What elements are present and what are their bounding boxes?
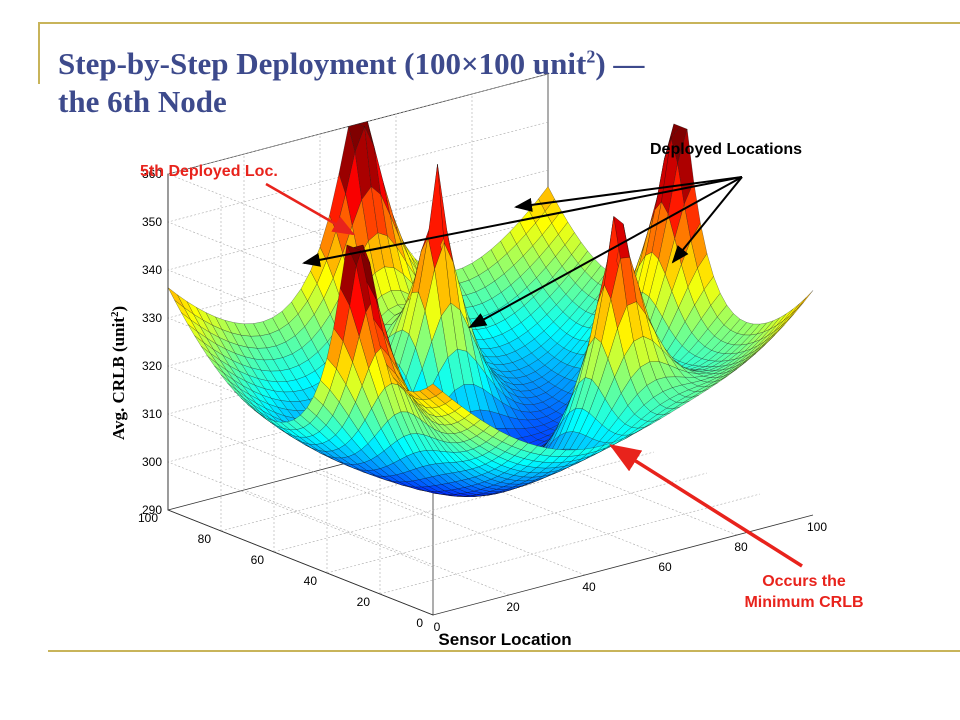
minimum-label-line1: Occurs the xyxy=(762,573,846,590)
z-tick-label: 300 xyxy=(142,455,162,469)
grid-x-floor xyxy=(243,489,510,596)
x-tick-label: 20 xyxy=(506,600,520,614)
minimum-arrow xyxy=(609,444,803,568)
deployed-arrow-3 xyxy=(468,176,743,328)
deployed-arrow-2 xyxy=(514,176,743,212)
deployed-arrow-4 xyxy=(671,176,743,264)
z-tick-label: 350 xyxy=(142,215,162,229)
z-tick-label: 320 xyxy=(142,359,162,373)
top-rule xyxy=(38,22,960,24)
x-tick-label: 40 xyxy=(582,580,596,594)
grid-x-floor xyxy=(319,469,586,576)
fifth-deployed-arrow xyxy=(265,182,356,236)
bottom-rule xyxy=(48,650,960,652)
z-axis-label: Avg. CRLB (unit2) xyxy=(109,306,128,440)
surface-patch xyxy=(790,297,807,316)
x-tick-label: 60 xyxy=(658,560,672,574)
left-rule xyxy=(38,22,40,84)
y-tick-label: 60 xyxy=(251,553,265,567)
grid-y-floor xyxy=(379,493,761,595)
y-tick-label: 100 xyxy=(138,511,158,525)
surface-patch xyxy=(796,290,814,310)
x-tick-label: 0 xyxy=(434,620,441,634)
z-tick-label: 310 xyxy=(142,407,162,421)
title-line1: Step-by-Step Deployment (100×100 unit2) … xyxy=(58,46,645,82)
y-tick-label: 0 xyxy=(416,616,423,630)
minimum-label-line2: Minimum CRLB xyxy=(744,594,863,611)
surface-patch xyxy=(783,303,800,321)
fifth-deployed-label: 5th Deployed Loc. xyxy=(140,163,278,180)
y-tick-label: 20 xyxy=(357,595,371,609)
z-tick-label: 340 xyxy=(142,263,162,277)
x-tick-label: 100 xyxy=(807,520,827,534)
axis-edges xyxy=(167,174,814,616)
z-tick-label: 360 xyxy=(142,167,162,181)
crlb-surface xyxy=(167,121,814,497)
deployed-locations-label: Deployed Locations xyxy=(650,141,802,158)
x-axis-label: Sensor Location xyxy=(438,630,571,649)
z-tick-label: 290 xyxy=(142,503,162,517)
x-tick-label: 80 xyxy=(734,540,748,554)
grid-y-floor xyxy=(326,472,708,574)
deployed-arrow-1 xyxy=(302,176,743,267)
z-tick-label: 330 xyxy=(142,311,162,325)
title-line2: the 6th Node xyxy=(58,84,227,120)
slide-title: Step-by-Step Deployment (100×100 unit2) … xyxy=(58,38,644,121)
y-tick-label: 40 xyxy=(304,574,318,588)
axes-labels: 0204060801000204060801002903003103203303… xyxy=(138,167,827,634)
y-tick-label: 80 xyxy=(198,532,212,546)
grid-y-floor xyxy=(273,451,655,553)
annotations: 5th Deployed Loc. Deployed Locations Occ… xyxy=(140,141,864,611)
